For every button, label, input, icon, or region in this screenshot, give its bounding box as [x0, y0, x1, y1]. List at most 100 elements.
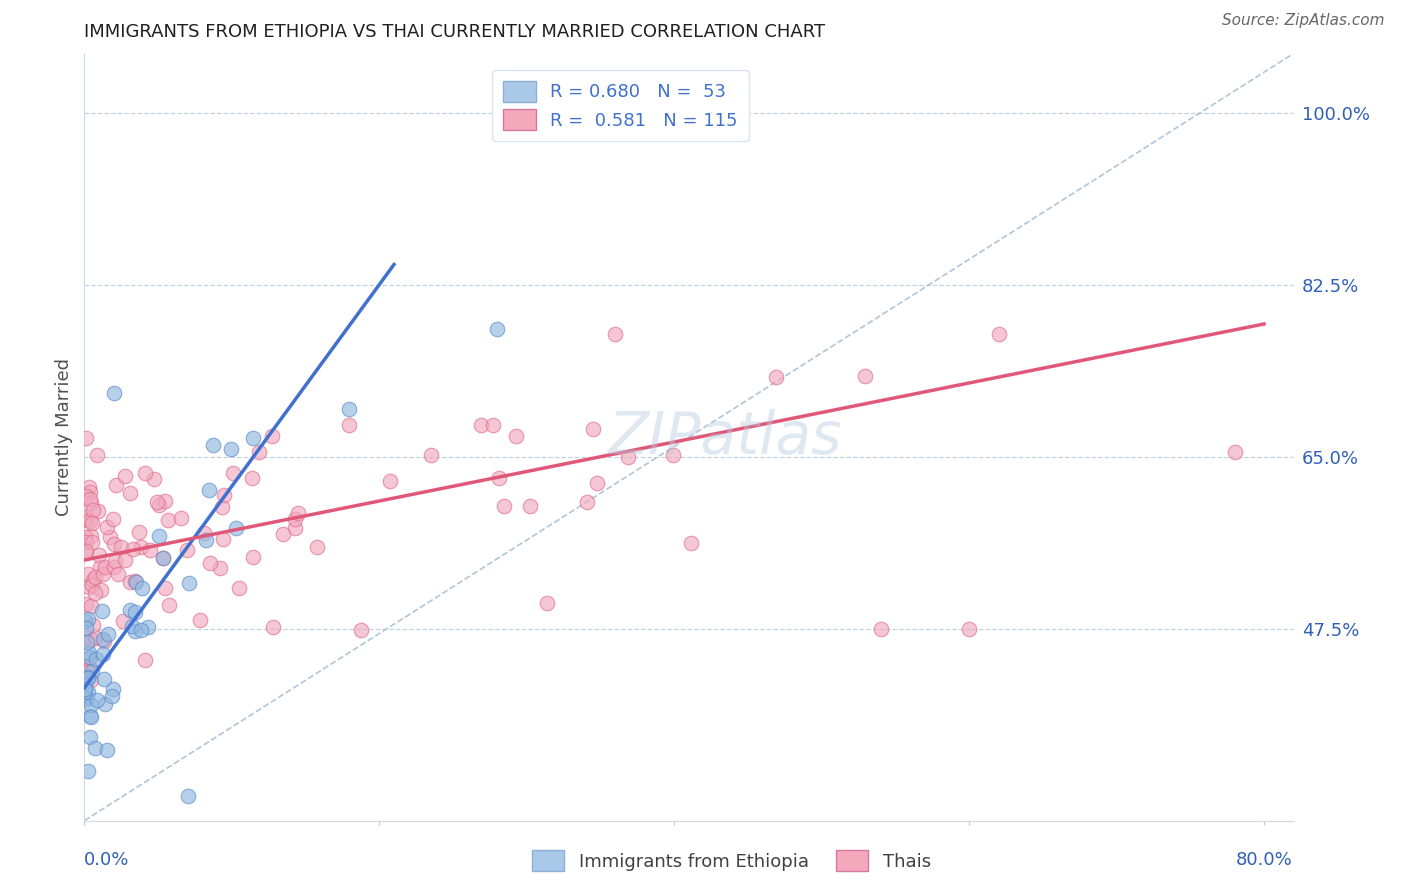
Point [202, 438, 225, 452]
Point [79, 646, 101, 660]
Point [212, 488, 235, 502]
Point [80, 577, 103, 591]
Point [208, 560, 231, 574]
Point [75, 544, 97, 558]
Point [146, 495, 169, 509]
Point [582, 422, 605, 436]
Point [75, 513, 97, 527]
Point [242, 549, 264, 564]
Point [350, 623, 373, 637]
Point [1223, 445, 1246, 459]
Point [114, 553, 136, 567]
Point [79, 632, 101, 647]
Point [75, 489, 97, 503]
Point [307, 540, 329, 554]
Point [148, 498, 170, 512]
Point [419, 448, 441, 462]
Point [121, 542, 143, 557]
Point [89, 560, 111, 574]
Point [125, 574, 148, 589]
Point [616, 450, 638, 464]
Point [98, 530, 121, 544]
Point [987, 326, 1010, 341]
Point [131, 581, 153, 595]
Point [73, 509, 96, 524]
Point [84, 630, 107, 644]
Point [121, 619, 143, 633]
Point [219, 442, 242, 456]
Point [75, 631, 97, 645]
Point [80, 710, 103, 724]
Point [198, 483, 221, 497]
Point [176, 789, 198, 803]
Point [77, 671, 100, 685]
Point [505, 429, 527, 443]
Point [97, 626, 120, 640]
Point [73, 615, 96, 629]
Point [86, 693, 108, 707]
Point [79, 491, 101, 506]
Point [228, 581, 250, 595]
Point [75, 431, 97, 445]
Point [93, 634, 115, 648]
Point [84, 569, 107, 583]
Point [101, 512, 124, 526]
Text: Source: ZipAtlas.com: Source: ZipAtlas.com [1222, 13, 1385, 29]
Point [284, 512, 307, 526]
Point [586, 475, 609, 490]
Point [681, 536, 703, 550]
Point [76, 691, 98, 706]
Text: ZIPatlas: ZIPatlas [609, 409, 842, 466]
Point [869, 622, 891, 636]
Point [79, 496, 101, 510]
Point [103, 385, 125, 400]
Legend: R = 0.680   N =  53, R =  0.581   N = 115: R = 0.680 N = 53, R = 0.581 N = 115 [492, 70, 748, 141]
Point [94, 698, 117, 712]
Text: 80.0%: 80.0% [1236, 851, 1292, 869]
Point [75, 690, 97, 704]
Point [152, 550, 174, 565]
Point [247, 444, 270, 458]
Point [80, 599, 103, 614]
Point [101, 689, 124, 703]
Point [188, 613, 211, 627]
Point [134, 466, 156, 480]
Point [129, 623, 152, 637]
Point [124, 624, 146, 638]
Point [79, 661, 101, 675]
Point [91, 632, 114, 646]
Point [136, 620, 159, 634]
Point [93, 672, 115, 686]
Point [157, 598, 180, 612]
Point [198, 556, 221, 570]
Point [262, 619, 284, 633]
Point [76, 764, 98, 778]
Point [77, 567, 100, 582]
Point [112, 615, 135, 629]
Point [80, 673, 103, 687]
Point [96, 520, 118, 534]
Point [87, 548, 110, 562]
Point [134, 653, 156, 667]
Point [222, 466, 245, 480]
Point [80, 535, 103, 549]
Point [79, 650, 101, 665]
Point [101, 681, 124, 696]
Point [77, 651, 100, 665]
Point [75, 535, 97, 549]
Point [104, 477, 127, 491]
Point [212, 532, 235, 546]
Point [337, 417, 360, 432]
Point [110, 540, 132, 554]
Point [128, 525, 150, 540]
Point [482, 417, 505, 432]
Point [77, 612, 100, 626]
Point [80, 698, 103, 712]
Point [75, 621, 97, 635]
Point [193, 525, 215, 540]
Point [73, 678, 96, 692]
Point [77, 670, 100, 684]
Point [139, 542, 162, 557]
Point [80, 664, 103, 678]
Point [120, 486, 142, 500]
